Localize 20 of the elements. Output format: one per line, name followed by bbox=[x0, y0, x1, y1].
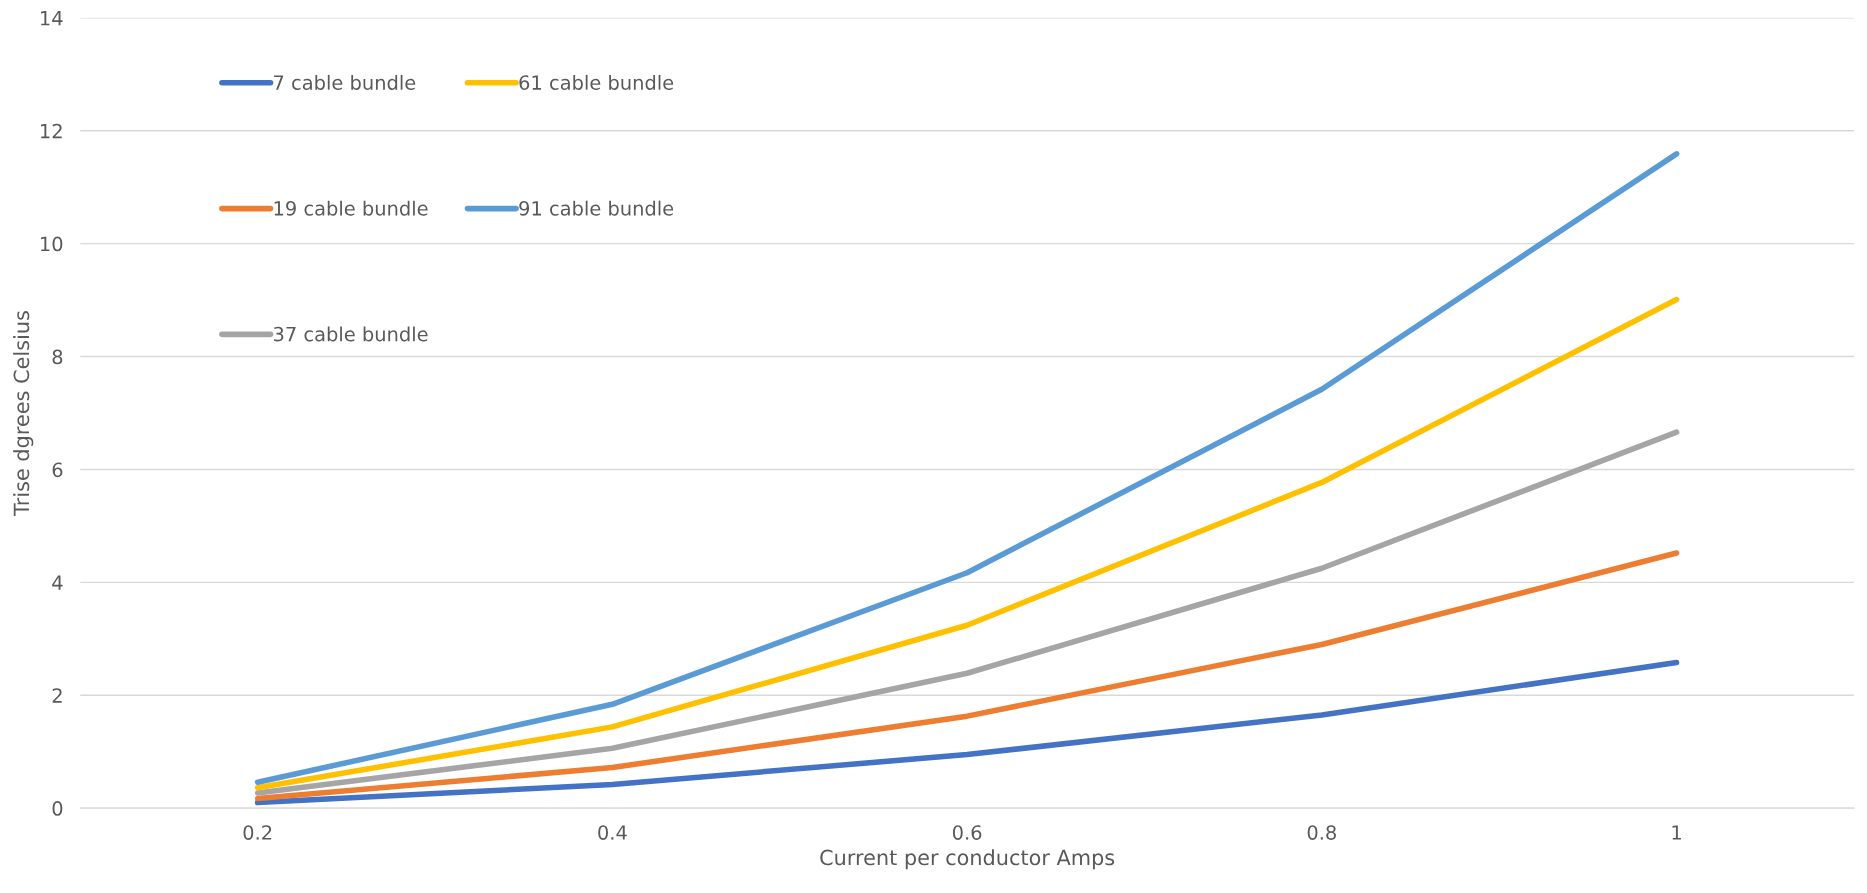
y-axis-title: Trise dgrees Celsius bbox=[13, 311, 34, 516]
x-axis-title: Current per conductor Amps bbox=[820, 849, 1115, 870]
legend-label: 91 cable bundle bbox=[519, 200, 674, 216]
legend-label: 19 cable bundle bbox=[274, 200, 428, 216]
x-tick-label: 0.8 bbox=[1307, 825, 1336, 840]
y-tick-label: 14 bbox=[41, 11, 63, 26]
y-tick-label: 10 bbox=[41, 236, 63, 252]
x-tick-label: 0.4 bbox=[598, 825, 627, 840]
legend-label: 7 cable bundle bbox=[274, 74, 416, 90]
y-tick-label: 2 bbox=[52, 688, 62, 703]
y-tick-label: 6 bbox=[52, 462, 63, 478]
y-tick-label: 4 bbox=[52, 575, 63, 590]
y-tick-label: 0 bbox=[52, 801, 63, 816]
x-tick-label: 1 bbox=[1672, 825, 1681, 840]
legend-label: 61 cable bundle bbox=[519, 74, 674, 90]
x-tick-label: 0.6 bbox=[952, 825, 982, 840]
y-tick-label: 12 bbox=[41, 123, 62, 139]
y-tick-label: 8 bbox=[52, 349, 63, 365]
x-tick-label: 0.2 bbox=[243, 825, 272, 840]
legend-label: 37 cable bundle bbox=[273, 326, 428, 342]
